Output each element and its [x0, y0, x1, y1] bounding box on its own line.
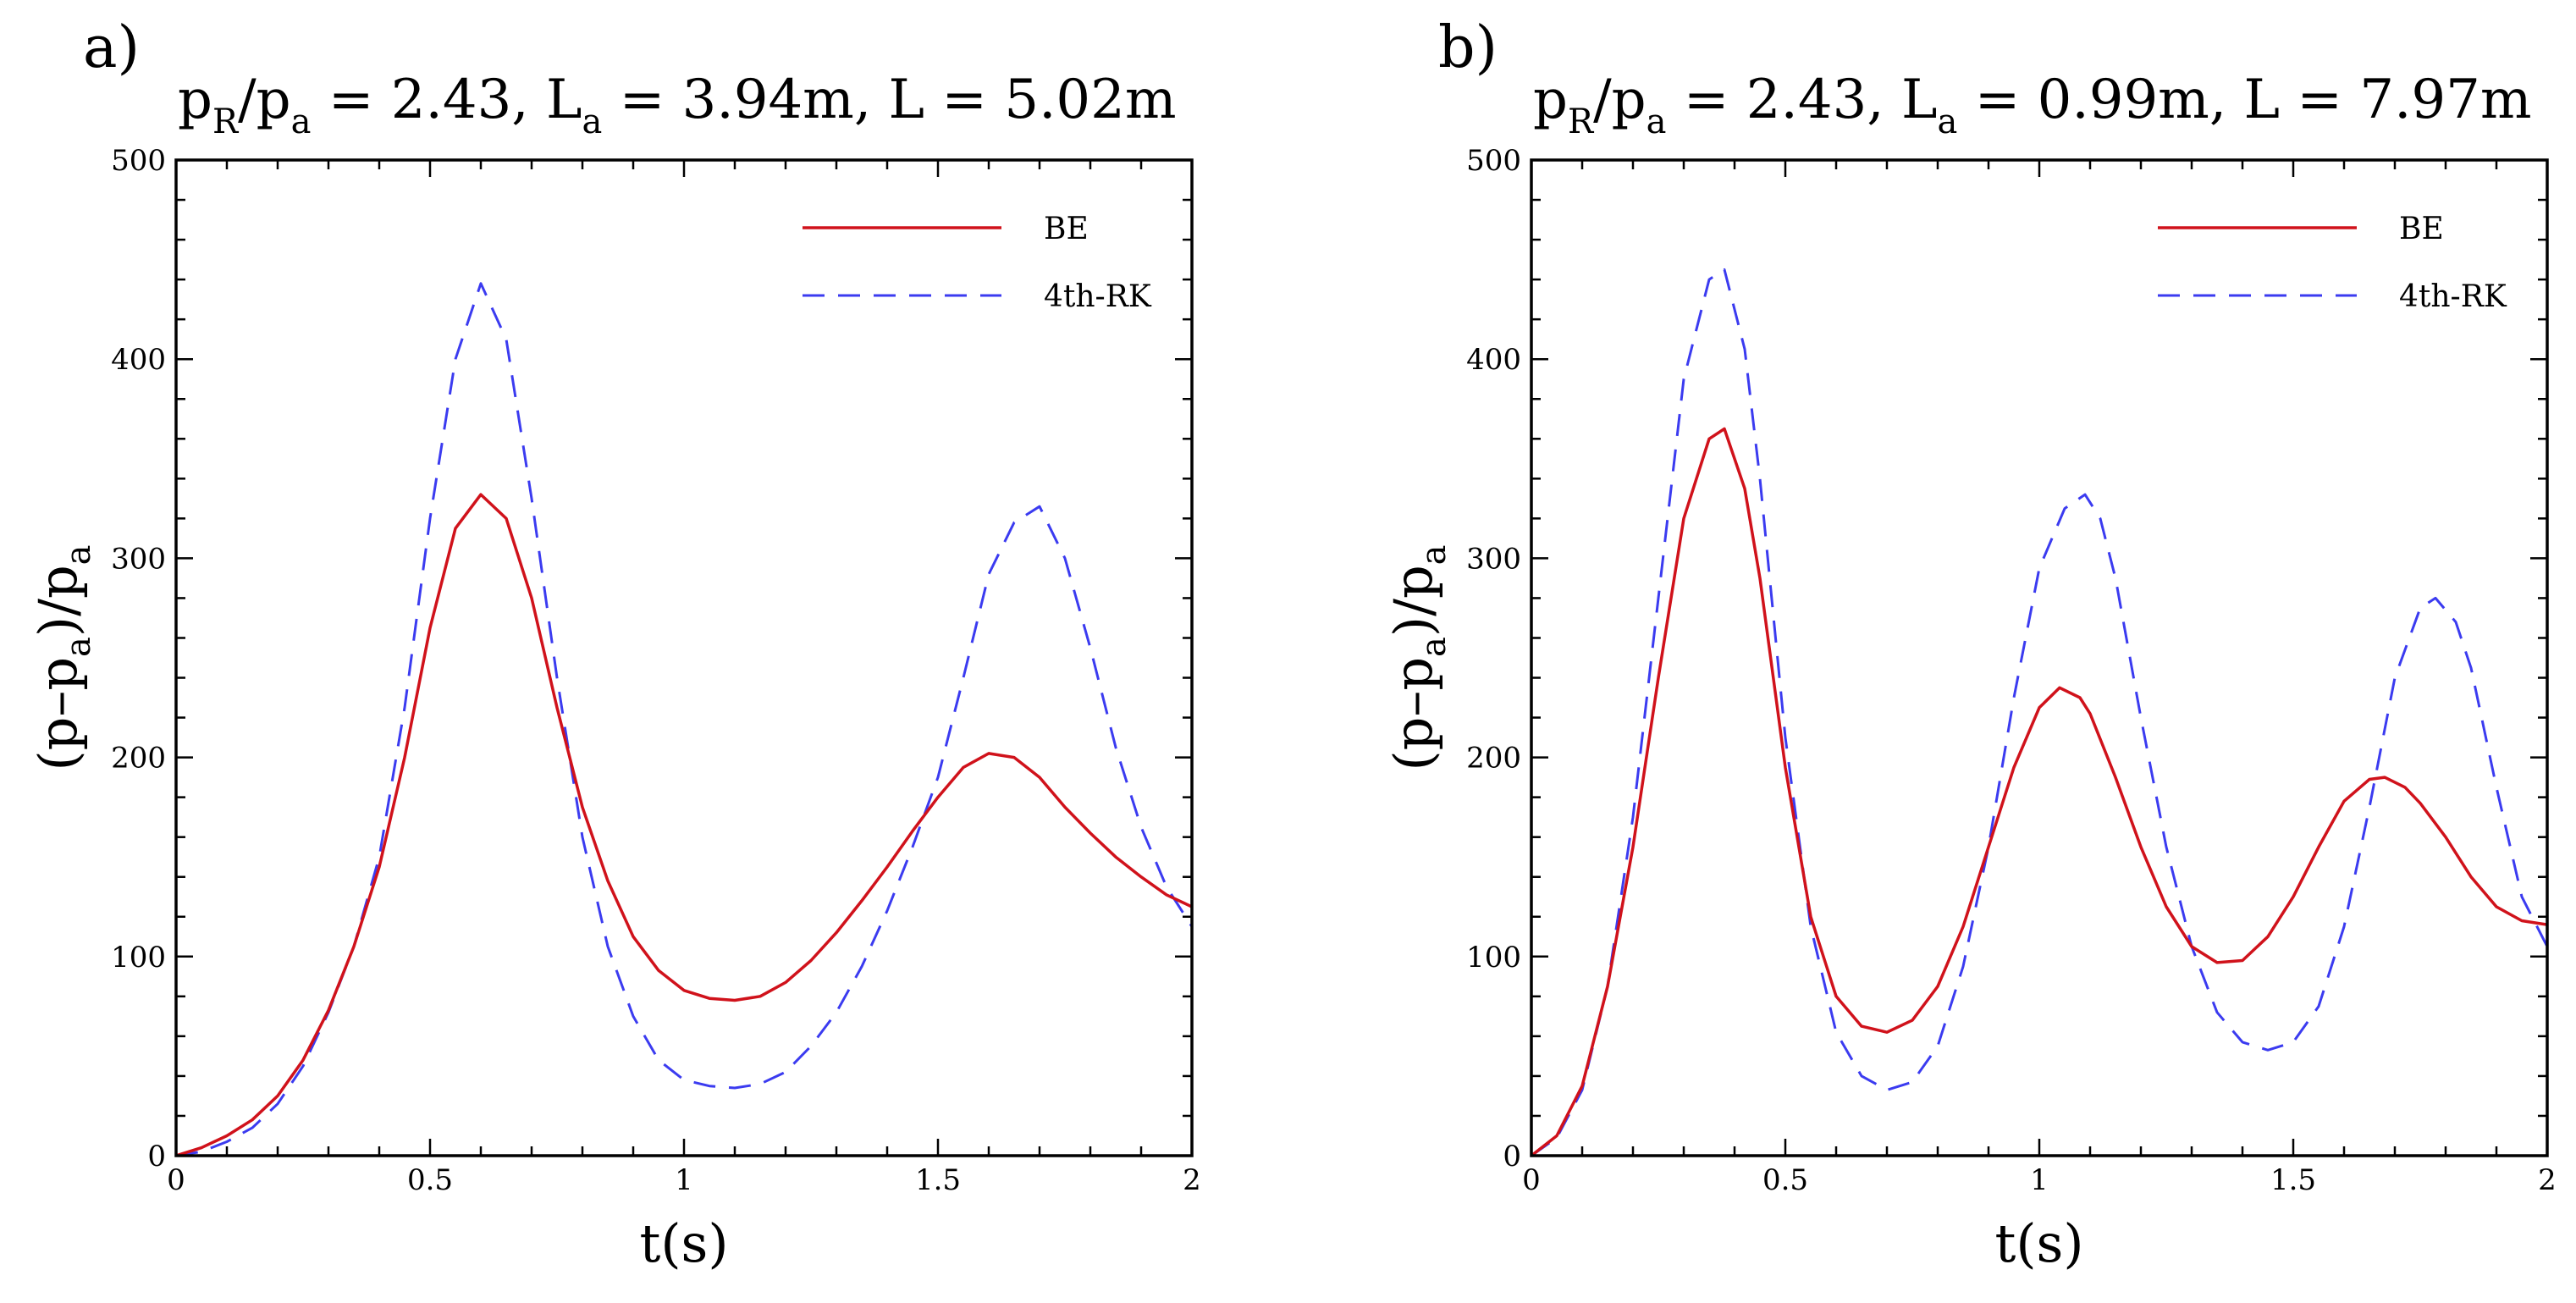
- chart-title-part: /p: [1593, 69, 1647, 131]
- panel-label: a): [83, 14, 140, 81]
- chart-title: pR/pa = 2.43, La = 0.99m, L = 7.97m: [1533, 69, 2532, 141]
- y-tick-label: 200: [111, 742, 166, 776]
- chart-title-part: p: [178, 69, 212, 131]
- legend-label: BE: [2399, 212, 2444, 246]
- y-axis-label-part: )/p: [1382, 565, 1444, 637]
- y-axis-label-part: (p–p: [1382, 657, 1444, 771]
- plot-frame: [1530, 158, 2549, 1157]
- x-tick-label: 0: [1522, 1163, 1541, 1197]
- y-axis-label-part: )/p: [27, 565, 89, 637]
- x-tick-label: 0: [167, 1163, 185, 1197]
- series-group: [176, 282, 1192, 1156]
- series-line-4th-rk: [176, 282, 1192, 1156]
- chart-title-part: a: [291, 102, 312, 141]
- chart-title-part: = 2.43, L: [311, 69, 582, 131]
- y-axis-label-part: a: [59, 544, 98, 565]
- y-tick-label: 400: [111, 343, 166, 377]
- series-line-be: [1531, 427, 2547, 1156]
- y-tick-label: 100: [111, 941, 166, 974]
- y-tick-label: 500: [111, 144, 166, 178]
- y-axis-label: (p–pa)/pa: [27, 544, 98, 770]
- y-axis-label: (p–pa)/pa: [1382, 544, 1453, 770]
- x-tick-label: 0.5: [407, 1163, 453, 1197]
- y-tick-label: 300: [1466, 542, 1521, 576]
- x-tick-label: 1: [675, 1163, 693, 1197]
- legend-label: 4th-RK: [1044, 279, 1152, 314]
- x-tick-label: 2: [1183, 1163, 1201, 1197]
- chart-title: pR/pa = 2.43, La = 3.94m, L = 5.02m: [178, 69, 1177, 141]
- chart-title-part: = 0.99m, L = 7.97m: [1957, 69, 2531, 131]
- y-axis-label-part: a: [1415, 544, 1453, 565]
- y-axis-label-group: (p–pa)/pa: [1382, 544, 1453, 770]
- y-tick-label: 0: [1503, 1140, 1521, 1173]
- chart-title-part: = 2.43, L: [1666, 69, 1937, 131]
- x-tick-label: 1.5: [915, 1163, 961, 1197]
- chart-title-part: p: [1533, 69, 1568, 131]
- legend-label: 4th-RK: [2399, 279, 2507, 314]
- series-group: [1531, 268, 2547, 1156]
- x-tick-label: 2: [2538, 1163, 2557, 1197]
- chart-title-part: R: [212, 102, 240, 141]
- chart-title-part: a: [582, 102, 602, 141]
- x-tick-label: 1: [2030, 1163, 2049, 1197]
- chart-title-part: a: [1937, 102, 1957, 141]
- y-tick-label: 200: [1466, 742, 1521, 776]
- legend: BE 4th-RK: [803, 212, 1152, 314]
- y-axis-label-part: (p–p: [27, 657, 89, 771]
- y-axis-label-group: (p–pa)/pa: [27, 544, 98, 770]
- chart-title-part: /p: [238, 69, 291, 131]
- legend-label: BE: [1044, 212, 1089, 246]
- legend: BE 4th-RK: [2158, 212, 2507, 314]
- chart-title-part: R: [1568, 102, 1595, 141]
- x-axis-label: t(s): [1994, 1212, 2083, 1274]
- chart-title-part: a: [1647, 102, 1667, 141]
- chart-title-part: = 3.94m, L = 5.02m: [602, 69, 1176, 131]
- y-tick-label: 500: [1466, 144, 1521, 178]
- x-tick-label: 1.5: [2270, 1163, 2316, 1197]
- series-line-4th-rk: [1531, 268, 2547, 1156]
- x-tick-label: 0.5: [1762, 1163, 1808, 1197]
- y-axis-label-part: a: [59, 637, 98, 657]
- y-tick-label: 100: [1466, 941, 1521, 974]
- y-tick-label: 400: [1466, 343, 1521, 377]
- y-axis-label-part: a: [1415, 637, 1453, 657]
- panel-label: b): [1438, 14, 1498, 81]
- y-tick-label: 300: [111, 542, 166, 576]
- x-axis-label: t(s): [639, 1212, 728, 1274]
- series-line-be: [176, 493, 1192, 1156]
- y-tick-label: 0: [147, 1140, 166, 1173]
